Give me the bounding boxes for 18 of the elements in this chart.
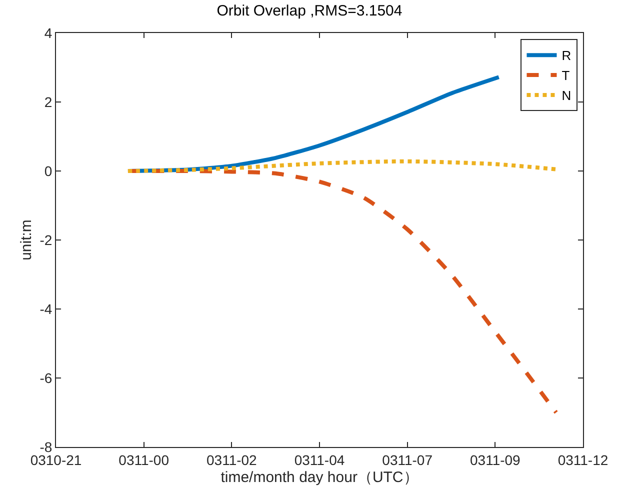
- y-tick-label: 4: [44, 24, 52, 41]
- legend-label: R: [562, 48, 572, 64]
- y-tick-label: 2: [44, 94, 52, 110]
- x-tick-label: 0311-00: [118, 452, 170, 468]
- y-axis-title: unit:m: [18, 220, 35, 260]
- y-tick-label: 0: [44, 162, 52, 179]
- y-tick-label: -4: [40, 300, 52, 317]
- x-tick-label: 0311-09: [470, 452, 521, 468]
- y-tick-label: -6: [40, 370, 52, 386]
- chart-title: Orbit Overlap ,RMS=3.1504: [216, 2, 402, 20]
- y-tick-label: -2: [40, 232, 52, 248]
- legend-label: T: [562, 68, 570, 84]
- x-tick-label: 0311-07: [382, 452, 433, 468]
- x-tick-label: 0311-12: [558, 452, 608, 468]
- legend-label: N: [562, 88, 572, 104]
- x-axis-title: time/month day hour（UTC）: [220, 468, 418, 486]
- x-tick-label: 0311-02: [206, 452, 258, 468]
- x-tick-label: 0311-04: [294, 452, 345, 468]
